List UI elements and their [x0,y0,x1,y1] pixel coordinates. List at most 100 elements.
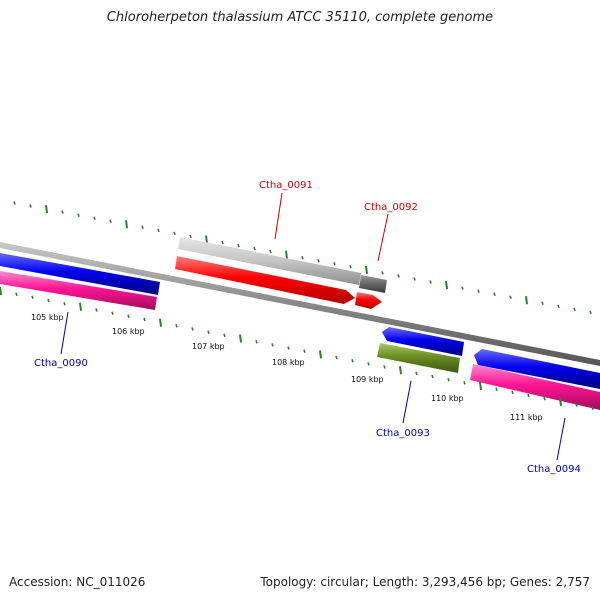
gene-ctha-0091-rrna-bar [178,237,361,285]
major-tick [239,334,242,343]
minor-tick [15,292,18,296]
major-tick [205,235,208,244]
minor-tick [463,381,466,385]
minor-tick [511,390,514,395]
gene-label-leader [60,311,69,355]
minor-tick [333,262,336,266]
minor-tick [415,371,418,376]
minor-tick [461,286,464,290]
minor-tick [63,301,66,306]
minor-tick [253,246,256,251]
minor-tick [495,387,498,391]
minor-tick [493,292,496,296]
major-tick [479,381,482,391]
upper-tick-ring [13,201,592,315]
minor-tick [397,274,400,278]
major-tick [559,397,562,407]
major-tick [45,204,48,214]
gene-label-ctha-0090: Ctha_0090 [34,358,88,369]
gene-ctha-0091-cds-arrow [175,256,355,304]
genome-title: Chloroherpeton thalassium ATCC 35110, co… [106,10,494,25]
minor-tick [543,396,546,401]
minor-tick [173,231,176,236]
major-tick [79,302,82,311]
minor-tick [237,243,240,248]
minor-tick [367,362,370,366]
major-tick [399,366,402,375]
minor-tick [335,355,338,360]
minor-tick [447,377,450,382]
minor-tick [255,339,258,344]
major-tick [285,250,288,259]
minor-tick [31,295,34,300]
minor-tick [303,349,306,353]
gene-label-leader [556,417,566,461]
tick-label: 106 kbp [112,327,145,336]
tick-label: 110 kbp [431,394,464,403]
gene-label-ctha-0094: Ctha_0094 [527,464,581,475]
major-tick [525,296,528,305]
tick-label: 109 kbp [351,375,384,384]
major-tick [319,350,322,359]
minor-tick [349,265,352,269]
minor-tick [223,333,226,338]
tick-label: 111 kbp [510,413,543,422]
major-tick [445,280,448,290]
minor-tick [61,210,64,214]
minor-tick [413,277,416,281]
minor-tick [109,219,112,223]
minor-tick [509,295,512,299]
minor-tick [127,314,130,319]
minor-tick [269,249,272,254]
minor-tick [175,324,178,328]
major-tick [159,318,162,327]
minor-tick [589,310,592,315]
accession-text: Accession: NC_011026 [9,575,146,589]
gene-ctha-0093-feature-bar [377,343,460,373]
major-tick [365,265,368,275]
gene-ctha-0090-feature-bar [0,271,157,310]
minor-tick [189,234,192,239]
minor-tick [95,308,98,312]
minor-tick [157,228,160,233]
minor-tick [111,311,114,315]
minor-tick [93,216,96,220]
major-tick [125,220,128,229]
minor-tick [477,289,480,293]
minor-tick [141,225,144,230]
minor-tick [557,304,560,309]
tick-label: 108 kbp [272,358,305,367]
tick-label: 107 kbp [192,342,225,351]
gene-label-leader [402,380,412,424]
major-tick [0,286,2,296]
minor-tick [351,358,354,363]
genome-backbone [0,242,600,366]
minor-tick [591,406,594,410]
gene-label-leader [377,213,389,262]
minor-tick [431,374,434,379]
minor-tick [575,403,578,407]
minor-tick [301,255,304,260]
minor-tick [429,280,432,284]
gene-ctha-0090-cds-arrow [0,253,160,295]
gene-label-leader [274,192,283,240]
minor-tick [527,393,530,398]
minor-tick [271,343,274,347]
tick-label: 105 kbp [31,313,64,322]
minor-tick [287,346,290,350]
minor-tick [383,365,386,369]
minor-tick [191,327,194,331]
gene-ctha-0092-cds-arrow [355,292,382,309]
minor-tick [317,259,320,263]
minor-tick [381,271,384,275]
gene-ctha-0094-cds-arrow [474,349,600,389]
minor-tick [207,330,210,334]
minor-tick [13,201,16,205]
gene-label-ctha-0093: Ctha_0093 [376,428,430,439]
minor-tick [221,240,224,245]
minor-tick [143,317,146,322]
minor-tick [573,307,576,312]
gene-label-ctha-0091: Ctha_0091 [259,180,313,191]
minor-tick [77,213,80,217]
